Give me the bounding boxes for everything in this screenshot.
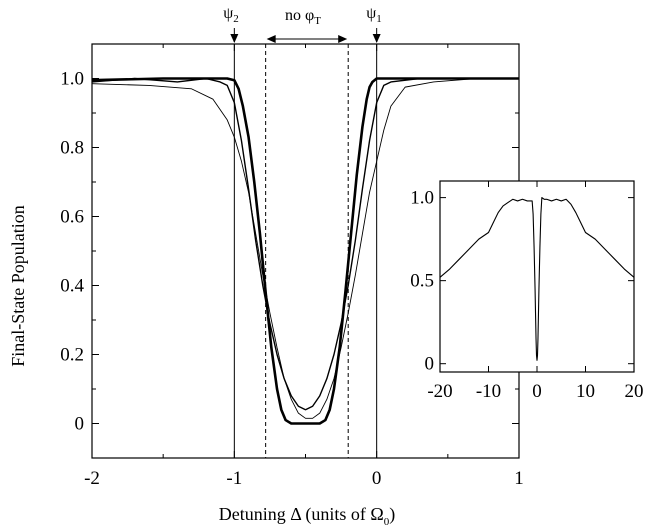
y-tick-label: 1.0 [60,69,84,90]
arrow-head [230,34,239,43]
series-line-thick [91,77,519,425]
range-arrow-head-left [266,35,276,43]
y-tick-label: 0.8 [60,138,84,159]
inset-x-tick-label: -20 [427,381,452,402]
inset-series-line [439,197,635,361]
main-plot: 00.20.40.60.81.0-2 -1 0 1 [60,28,524,489]
series-line-thin [91,78,519,419]
x-tick-label: -2 [84,468,100,489]
series-line-medium [91,77,519,411]
y-tick-label: 0 [75,414,85,435]
no-phi-label: no φT [285,7,321,27]
inset-x-tick-label: 10 [576,381,595,402]
inset-y-tick-label: 0.5 [410,271,434,292]
inset-x-tick-label: -10 [476,381,501,402]
x-axis-title: Detuning Δ (units of Ω0) [219,504,395,527]
psi1-label: ψ1 [366,5,382,25]
range-arrow-head-right [338,35,348,43]
y-tick-label: 0.6 [60,207,84,228]
inset-x-tick-label: 20 [625,381,644,402]
y-tick-label: 0.2 [60,345,84,366]
y-tick-label: 0.4 [60,276,84,297]
x-tick-label: 0 [372,468,382,489]
inset-plot: 0 0.5 1.0 -20 -10 0 10 20 [410,180,644,402]
inset-frame [439,180,635,373]
inset-y-tick-label: 0 [425,354,435,375]
x-tick-label: -1 [226,468,242,489]
inset-y-tick-label: 1.0 [410,188,434,209]
y-axis-title: Final-State Population [8,205,28,367]
x-tick-label: 1 [514,468,524,489]
inset-x-tick-label: 0 [532,381,542,402]
arrow-head [372,34,381,43]
psi2-label: ψ2 [223,5,239,25]
